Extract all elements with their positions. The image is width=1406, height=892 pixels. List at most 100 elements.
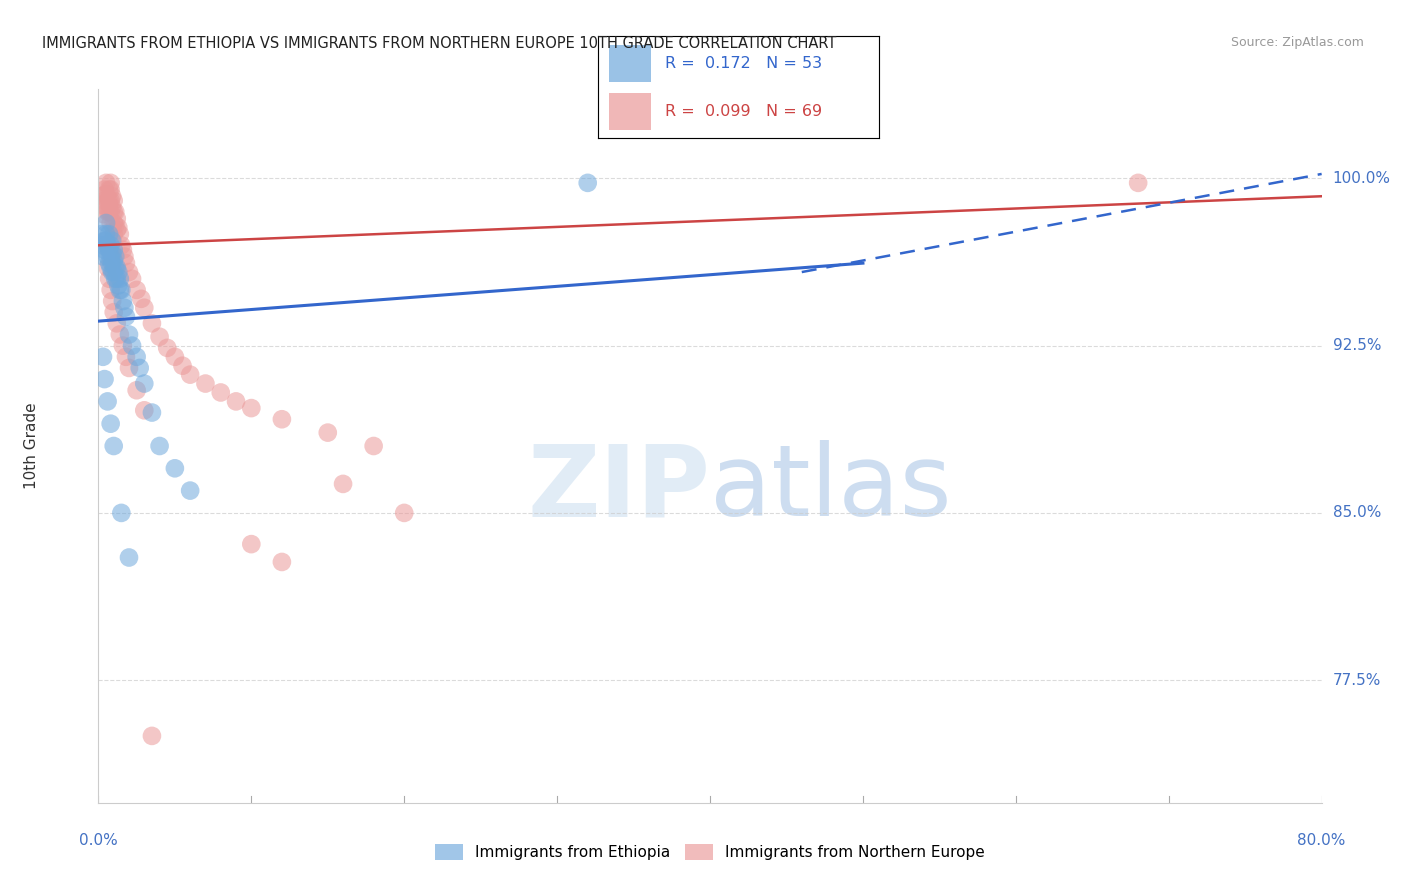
- Point: [98, 183, 121, 197]
- Point: [91, 238, 114, 252]
- Point: [149, 439, 172, 453]
- Text: 0.0%: 0.0%: [79, 833, 118, 848]
- Point: [108, 271, 131, 285]
- Point: [240, 537, 263, 551]
- Point: [115, 350, 138, 364]
- Point: [118, 361, 141, 376]
- Point: [94, 234, 117, 248]
- Point: [108, 227, 131, 242]
- Point: [100, 283, 122, 297]
- Point: [270, 555, 292, 569]
- Point: [97, 204, 120, 219]
- Point: [111, 243, 134, 257]
- Point: [101, 234, 124, 248]
- Point: [392, 506, 416, 520]
- Point: [101, 256, 124, 270]
- Text: Source: ZipAtlas.com: Source: ZipAtlas.com: [1230, 36, 1364, 49]
- Point: [103, 305, 125, 319]
- FancyBboxPatch shape: [609, 45, 651, 82]
- Point: [100, 250, 122, 264]
- Point: [98, 243, 121, 257]
- Point: [115, 256, 138, 270]
- Point: [100, 204, 122, 219]
- Point: [141, 729, 163, 743]
- Text: 10th Grade: 10th Grade: [24, 402, 38, 490]
- Text: R =  0.099   N = 69: R = 0.099 N = 69: [665, 104, 823, 120]
- Text: 100.0%: 100.0%: [1333, 171, 1391, 186]
- Point: [103, 243, 125, 257]
- Point: [179, 483, 201, 498]
- Point: [125, 350, 148, 364]
- Point: [1128, 176, 1150, 190]
- Point: [141, 316, 163, 330]
- Point: [156, 341, 179, 355]
- Text: 92.5%: 92.5%: [1333, 338, 1381, 353]
- Point: [134, 403, 156, 417]
- Point: [98, 256, 121, 270]
- Point: [111, 339, 134, 353]
- Legend: Immigrants from Ethiopia, Immigrants from Northern Europe: Immigrants from Ethiopia, Immigrants fro…: [429, 838, 991, 866]
- Point: [115, 310, 138, 324]
- Point: [91, 250, 114, 264]
- Point: [149, 330, 172, 344]
- Point: [110, 506, 132, 520]
- Point: [104, 260, 127, 275]
- Point: [105, 316, 128, 330]
- Point: [100, 216, 122, 230]
- Point: [163, 461, 186, 475]
- Point: [104, 204, 127, 219]
- Point: [97, 260, 120, 275]
- Point: [270, 412, 292, 426]
- Point: [110, 238, 132, 252]
- Point: [100, 260, 122, 275]
- Point: [90, 227, 112, 242]
- Point: [101, 247, 124, 261]
- Point: [104, 219, 127, 233]
- Point: [108, 327, 131, 342]
- Point: [93, 183, 115, 197]
- Point: [97, 238, 120, 252]
- Point: [94, 187, 117, 202]
- Point: [98, 227, 121, 242]
- Text: ZIP: ZIP: [527, 441, 710, 537]
- Point: [209, 385, 232, 400]
- Point: [104, 250, 127, 264]
- Text: 85.0%: 85.0%: [1333, 506, 1381, 520]
- Point: [111, 294, 134, 309]
- Point: [118, 327, 141, 342]
- Point: [118, 265, 141, 279]
- Point: [240, 401, 263, 415]
- Text: 77.5%: 77.5%: [1333, 673, 1381, 688]
- Point: [172, 359, 194, 373]
- Point: [93, 372, 115, 386]
- Point: [91, 207, 114, 221]
- Point: [97, 250, 120, 264]
- Point: [103, 227, 125, 242]
- Point: [125, 384, 148, 398]
- Point: [194, 376, 217, 391]
- Point: [179, 368, 201, 382]
- Point: [97, 194, 120, 208]
- Point: [103, 204, 125, 219]
- Point: [121, 271, 143, 285]
- Text: atlas: atlas: [710, 441, 952, 537]
- Point: [112, 250, 135, 264]
- Point: [101, 189, 124, 203]
- Point: [101, 265, 124, 279]
- Point: [103, 265, 125, 279]
- Point: [107, 278, 129, 293]
- Point: [105, 211, 128, 226]
- Point: [91, 198, 114, 212]
- Point: [100, 176, 122, 190]
- Point: [100, 238, 122, 252]
- Point: [363, 439, 385, 453]
- Point: [94, 227, 117, 242]
- Point: [98, 194, 121, 208]
- Point: [93, 243, 115, 257]
- Point: [225, 394, 247, 409]
- Point: [100, 183, 122, 197]
- Point: [97, 394, 120, 409]
- Point: [90, 189, 112, 203]
- Point: [94, 176, 117, 190]
- Point: [94, 216, 117, 230]
